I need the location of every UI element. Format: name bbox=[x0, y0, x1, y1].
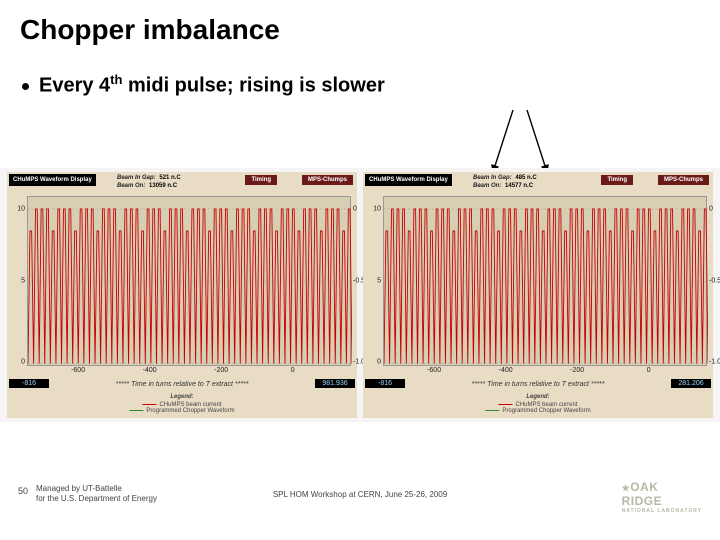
callout-arrows bbox=[487, 108, 557, 176]
slide-title: Chopper imbalance bbox=[0, 0, 720, 46]
panel-header-right: CHuMPS Waveform Display Beam In Gap: 485… bbox=[363, 172, 713, 194]
legend-right: Legend: CHuMPS beam current Programmed C… bbox=[485, 394, 590, 414]
xlim-right-left: 981.936 bbox=[315, 379, 355, 388]
panel-tag-mps-left: MPS-Chumps bbox=[302, 175, 353, 185]
panel-header-left: CHuMPS Waveform Display Beam In Gap: 521… bbox=[7, 172, 357, 194]
xaxis-label-right: ***** Time in turns relative to T extrac… bbox=[363, 381, 713, 388]
bullet-line: Every 4th midi pulse; rising is slower bbox=[0, 46, 720, 98]
panel-tag-timing-right: Timing bbox=[601, 175, 633, 185]
footer-center: SPL HOM Workshop at CERN, June 25-26, 20… bbox=[273, 490, 447, 499]
chart-panel-left: CHuMPS Waveform Display Beam In Gap: 521… bbox=[7, 172, 357, 418]
oakridge-logo: ★OAKRIDGE NATIONAL LABORATORY bbox=[622, 480, 702, 514]
panel-stats-left: Beam In Gap: 521 n.C Beam On: 13059 n.C bbox=[117, 174, 181, 190]
xlim-right-right: 281.206 bbox=[671, 379, 711, 388]
chart-panel-right: CHuMPS Waveform Display Beam In Gap: 485… bbox=[363, 172, 713, 418]
panel-stats-right: Beam In Gap: 485 n.C Beam On: 14577 n.C bbox=[473, 174, 537, 190]
legend-left: Legend: CHuMPS beam current Programmed C… bbox=[129, 394, 234, 414]
slide-number: 50 bbox=[18, 486, 28, 496]
footer: 50 Managed by UT-Battelle for the U.S. D… bbox=[0, 480, 720, 520]
bullet-text-b: midi pulse; rising is slower bbox=[122, 75, 384, 97]
plot-area-left: 0510-1.0-0.50-600-400-2000 bbox=[27, 196, 351, 366]
plot-area-right: 0510-1.0-0.50-600-400-2000 bbox=[383, 196, 707, 366]
bullet-text-a: Every 4 bbox=[39, 75, 110, 97]
bullet-sup: th bbox=[110, 72, 122, 87]
charts-region: CHuMPS Waveform Display Beam In Gap: 521… bbox=[0, 168, 720, 422]
panel-tag-mps-right: MPS-Chumps bbox=[658, 175, 709, 185]
panel-title-right: CHuMPS Waveform Display bbox=[365, 174, 452, 186]
bullet-icon bbox=[22, 83, 29, 90]
panel-title-left: CHuMPS Waveform Display bbox=[9, 174, 96, 186]
xaxis-label-left: ***** Time in turns relative to T extrac… bbox=[7, 381, 357, 388]
panel-tag-timing-left: Timing bbox=[245, 175, 277, 185]
managed-by: Managed by UT-Battelle for the U.S. Depa… bbox=[36, 484, 157, 504]
